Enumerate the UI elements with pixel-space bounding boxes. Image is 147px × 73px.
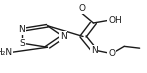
Text: S: S	[19, 39, 25, 48]
Text: H₂N: H₂N	[0, 48, 12, 57]
Text: N: N	[91, 45, 97, 55]
Text: O: O	[78, 4, 85, 13]
Text: O: O	[108, 49, 115, 58]
Text: OH: OH	[108, 16, 122, 25]
Text: N: N	[60, 32, 67, 41]
Text: N: N	[19, 25, 25, 34]
